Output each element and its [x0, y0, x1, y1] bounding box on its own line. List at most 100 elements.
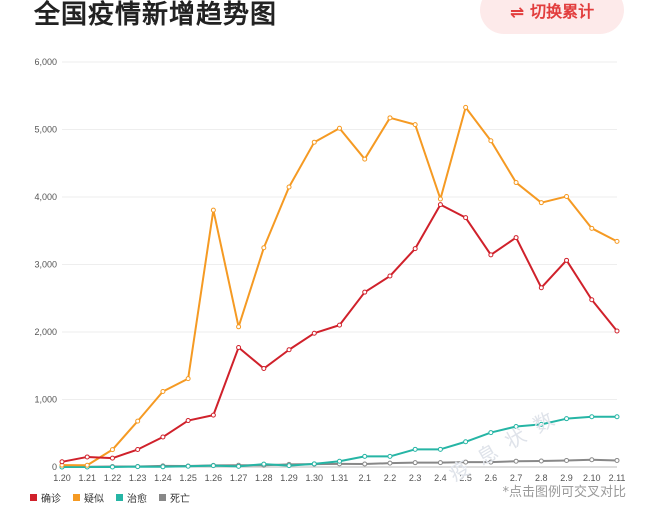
data-point: [614, 328, 620, 334]
x-tick-label: 1.26: [205, 473, 223, 483]
data-point: [261, 461, 267, 467]
legend-label: 确诊: [41, 494, 61, 505]
data-point: [564, 416, 570, 422]
data-point: [109, 455, 115, 461]
data-point: [362, 453, 368, 459]
data-point: [286, 347, 292, 353]
data-point: [589, 414, 595, 420]
data-point: [538, 200, 544, 206]
x-tick-label: 1.29: [280, 473, 298, 483]
data-point: [236, 324, 242, 330]
x-tick-label: 1.23: [129, 473, 147, 483]
y-tick-label: 0: [52, 462, 57, 472]
data-point: [488, 459, 494, 465]
data-point: [589, 297, 595, 303]
legend-hint: *点击图例可交叉对比: [502, 485, 626, 500]
x-tick-label: 1.27: [230, 473, 248, 483]
data-point: [513, 424, 519, 429]
legend-swatch: [73, 494, 80, 501]
data-point: [463, 439, 469, 445]
data-point: [210, 463, 216, 469]
data-point: [261, 245, 267, 251]
data-point: [614, 457, 620, 463]
data-point: [362, 156, 368, 162]
x-tick-label: 1.31: [331, 473, 349, 483]
legend-label: 治愈: [127, 494, 147, 505]
data-point: [412, 246, 418, 252]
legend-label: 疑似: [84, 494, 104, 505]
data-point: [538, 285, 544, 291]
x-tick-label: 2.1: [358, 473, 371, 483]
data-point: [412, 446, 418, 452]
y-tick-label: 2,000: [34, 327, 57, 337]
data-point: [311, 330, 317, 336]
y-tick-label: 3,000: [34, 260, 57, 270]
data-point: [463, 104, 469, 110]
data-point: [614, 238, 620, 244]
y-tick-label: 5,000: [34, 125, 57, 135]
page-title: 全国疫情新增趋势图: [34, 0, 278, 30]
data-point: [236, 463, 242, 469]
data-point: [589, 225, 595, 231]
legend-item[interactable]: 确诊: [30, 490, 61, 505]
x-tick-label: 1.25: [179, 473, 197, 483]
data-point: [286, 463, 292, 469]
data-point: [160, 434, 166, 440]
data-point: [387, 460, 393, 466]
data-point: [135, 447, 141, 453]
data-point: [286, 184, 292, 190]
toggle-cumulative-button[interactable]: ⇌ 切换累计: [480, 0, 624, 34]
data-point: [412, 460, 418, 466]
data-point: [185, 418, 191, 424]
data-point: [412, 122, 418, 128]
data-point: [160, 389, 166, 395]
data-point: [488, 430, 494, 436]
x-tick-label: 2.9: [560, 473, 573, 483]
data-point: [488, 252, 494, 258]
data-point: [463, 215, 469, 221]
data-point: [564, 193, 570, 199]
data-point: [387, 273, 393, 279]
legend-swatch: [159, 494, 166, 501]
y-tick-label: 1,000: [34, 395, 57, 405]
y-tick-label: 4,000: [34, 192, 57, 202]
x-tick-label: 1.30: [306, 473, 324, 483]
data-point: [160, 464, 166, 470]
data-point: [362, 289, 368, 295]
data-point: [437, 460, 443, 466]
legend-item[interactable]: 治愈: [116, 490, 147, 505]
data-point: [185, 376, 191, 382]
legend-item[interactable]: 疑似: [73, 490, 104, 505]
x-tick-label: 2.5: [459, 473, 472, 483]
data-point: [614, 414, 620, 420]
data-point: [109, 447, 115, 453]
x-tick-label: 1.20: [53, 473, 71, 483]
x-tick-label: 2.10: [583, 473, 601, 483]
legend-label: 死亡: [170, 494, 190, 505]
x-tick-label: 2.11: [609, 473, 626, 483]
x-tick-label: 2.6: [485, 473, 498, 483]
x-tick-label: 2.4: [434, 473, 447, 483]
y-tick-label: 6,000: [34, 57, 57, 67]
data-point: [513, 180, 519, 186]
data-point: [437, 196, 443, 202]
chart-legend: 确诊 疑似 治愈 死亡: [30, 490, 190, 505]
data-point: [513, 235, 519, 241]
data-point: [538, 458, 544, 464]
x-tick-label: 2.3: [409, 473, 422, 483]
data-point: [311, 139, 317, 145]
data-point: [513, 458, 519, 464]
legend-item[interactable]: 死亡: [159, 490, 190, 505]
data-point: [437, 446, 443, 452]
data-point: [387, 115, 393, 121]
data-point: [135, 418, 141, 424]
data-point: [236, 344, 242, 350]
data-point: [210, 412, 216, 418]
x-tick-label: 1.21: [78, 473, 96, 483]
data-point: [135, 464, 141, 470]
legend-swatch: [30, 494, 37, 501]
x-tick-label: 1.22: [104, 473, 122, 483]
x-tick-label: 2.8: [535, 473, 548, 483]
data-point: [589, 457, 595, 463]
